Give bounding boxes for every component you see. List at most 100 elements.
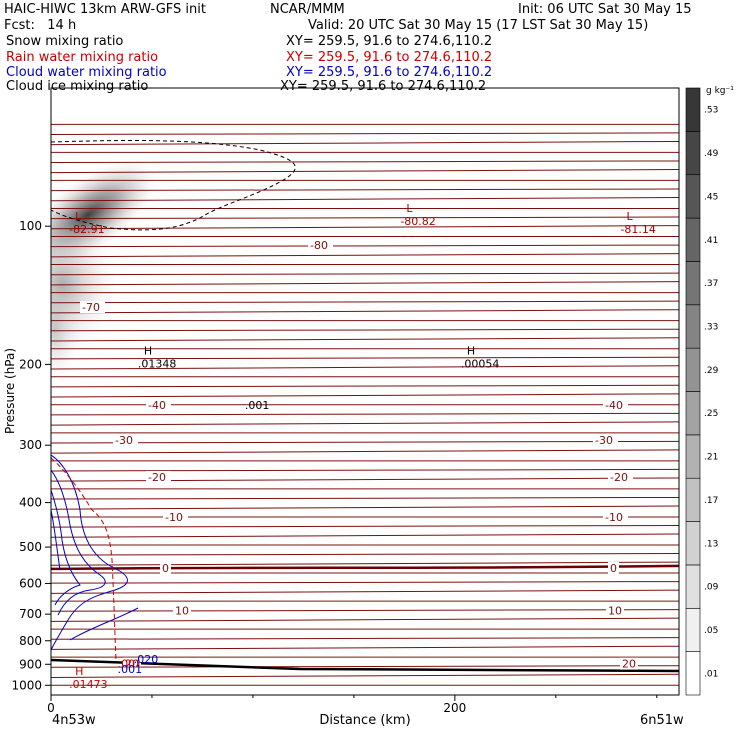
x-tick-label: 200 <box>443 701 466 715</box>
isotherm-line <box>51 553 679 556</box>
colorbar-label: .01 <box>704 669 718 679</box>
isotherm-line <box>51 581 679 584</box>
isotherm-line <box>51 665 679 668</box>
y-tick-label: 900 <box>19 657 42 671</box>
isotherm-label-bg <box>123 657 141 670</box>
isotherm-line <box>51 628 679 631</box>
isotherm-label: -10 <box>165 511 183 524</box>
isotherm-line <box>51 505 679 510</box>
y-tick-label: 600 <box>19 576 42 590</box>
colorbar-label: .05 <box>704 626 718 636</box>
isotherm-line <box>51 440 679 444</box>
isotherm-line <box>51 637 679 640</box>
isotherm-line <box>51 300 679 304</box>
isotherm-label: -80 <box>310 239 328 252</box>
isotherm-line <box>51 477 679 482</box>
extremum-marker: H <box>75 665 83 678</box>
isotherm-label-bg <box>620 657 638 670</box>
isotherm-line <box>51 404 679 406</box>
isotherm-label: 0 <box>162 562 169 575</box>
isotherm-line <box>51 123 679 126</box>
plot-frame <box>50 87 680 696</box>
isotherm-label-bg <box>593 433 618 446</box>
colorbar-label: .37 <box>704 279 718 289</box>
contour-value: .001 <box>245 399 270 412</box>
isotherm-line <box>51 609 679 612</box>
colorbar-label: .09 <box>704 583 719 593</box>
colorbar-cell <box>685 564 701 609</box>
isotherm-label: 0 <box>610 562 617 575</box>
isotherm-label: -70 <box>82 301 100 314</box>
isotherm-label-bg <box>608 471 633 484</box>
isotherm-line <box>51 207 679 210</box>
isotherm-line <box>51 460 679 462</box>
isotherm-label: -30 <box>595 434 613 447</box>
isotherm-label-bg <box>146 398 171 411</box>
isotherm-label: -20 <box>148 471 166 484</box>
cloud-water-contours <box>51 454 139 651</box>
contour-value: .020 <box>134 653 159 666</box>
colorbar-cell <box>685 261 701 306</box>
colorbar-label: .25 <box>704 409 718 419</box>
rain-water-contour <box>51 457 117 661</box>
colorbar-unit: g kg⁻¹ <box>706 86 734 96</box>
colorbar-cell <box>685 304 701 349</box>
isotherm-line <box>51 179 679 182</box>
isotherm-line <box>51 263 679 266</box>
field-cloudice-xy: XY= 259.5, 91.6 to 274.6,110.2 <box>280 79 487 94</box>
extremum-marker: L <box>75 210 82 223</box>
isotherm-label: -10 <box>605 511 623 524</box>
extrema-labels: L-82.91L-80.82 L-81.14H.01348H.00054H.014… <box>69 202 656 691</box>
isotherm-label: -40 <box>148 399 166 412</box>
forecast-hour: Fcst: 14 h <box>4 18 77 33</box>
isotherm-line <box>51 197 679 202</box>
isotherm-line <box>51 645 679 650</box>
x-endpoint-right: 6n51w <box>640 713 684 728</box>
valid-time: Valid: 20 UTC Sat 30 May 15 (17 LST Sat … <box>308 18 649 33</box>
isotherm-line <box>51 132 679 135</box>
isotherm-line <box>51 516 679 518</box>
isotherm-label-bg <box>603 398 628 411</box>
field-snow-name: Snow mixing ratio <box>6 34 124 49</box>
isotherm-line <box>51 533 679 538</box>
colorbar-cell <box>685 87 701 132</box>
isotherm-line <box>51 225 679 230</box>
temperature-contour-labels: -80 -70 -40 -40 -30 -30 -20 -20 -10 -10 0 0 10 10 20 20 <box>80 239 638 671</box>
isotherm-line <box>51 281 679 286</box>
isotherm-line <box>51 496 679 500</box>
freezing-level-line <box>51 564 679 571</box>
isotherm-line <box>51 160 679 164</box>
isotherm-line <box>51 673 679 678</box>
isotherm-label-bg <box>608 561 619 574</box>
isotherm-line <box>51 656 679 659</box>
org-label: NCAR/MMM <box>270 2 345 17</box>
contour-value: .001 <box>118 663 143 676</box>
y-tick-label: 100 <box>19 219 42 233</box>
y-tick-label: 1000 <box>11 678 42 692</box>
isotherm-label: 10 <box>608 605 622 618</box>
isotherm-line <box>51 617 679 622</box>
extremum-value: -81.14 <box>620 223 655 236</box>
x-tick-label: 0 <box>47 701 55 715</box>
isotherm-line <box>51 216 679 220</box>
isotherm-line <box>51 544 679 546</box>
isotherm-line <box>51 309 679 314</box>
field-rain-xy: XY= 259.5, 91.6 to 274.6,110.2 <box>286 50 493 65</box>
isotherm-line <box>51 488 679 490</box>
field-snow-xy: XY= 259.5, 91.6 to 274.6,110.2 <box>286 34 493 49</box>
isotherm-label: 20 <box>125 658 139 671</box>
field-cloudice-name: Cloud ice mixing ratio <box>6 79 149 94</box>
isotherm-line <box>51 432 679 434</box>
colorbar-label: .17 <box>704 496 718 506</box>
isotherm-line <box>51 572 679 575</box>
extremum-marker: L <box>406 202 413 215</box>
colorbar-label: .53 <box>704 106 718 116</box>
isotherm-label: 20 <box>622 658 636 671</box>
colorbar-cell <box>685 174 701 219</box>
isotherm-line <box>51 421 679 426</box>
ice-contour-upper <box>51 139 296 231</box>
isotherm-line <box>51 328 679 332</box>
colorbar-label: .29 <box>704 366 719 376</box>
isotherm-line <box>51 291 679 294</box>
isotherm-label-bg <box>163 511 188 524</box>
